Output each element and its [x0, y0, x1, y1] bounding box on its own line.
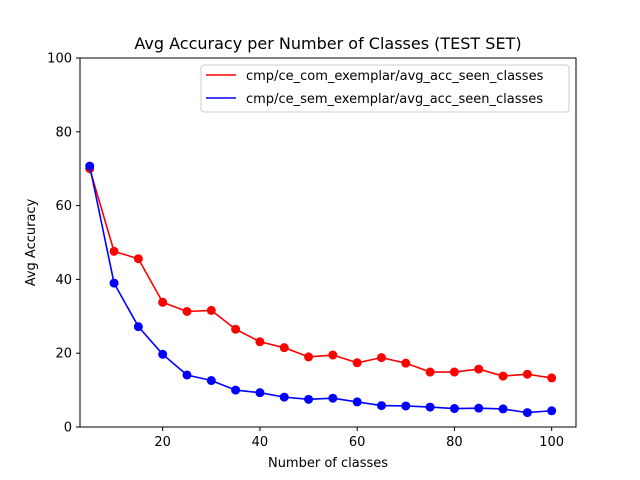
data-point: [376, 401, 386, 411]
data-point: [352, 358, 362, 368]
y-axis-label: Avg Accuracy: [24, 198, 39, 286]
data-point: [158, 349, 168, 359]
data-point: [498, 404, 508, 414]
data-point: [547, 406, 557, 416]
x-tick-label: 100: [539, 435, 564, 450]
data-point: [328, 350, 338, 360]
data-point: [109, 278, 119, 288]
y-axis: 0 20 40 60 80 100: [47, 52, 80, 436]
data-point: [231, 324, 241, 334]
data-point: [255, 388, 265, 398]
chart-title: Avg Accuracy per Number of Classes (TEST…: [134, 34, 521, 53]
data-point: [425, 367, 435, 377]
data-point: [279, 392, 289, 402]
plot-area: [80, 58, 576, 427]
data-point: [449, 404, 459, 414]
y-tick-label: 80: [55, 125, 72, 140]
series-layer: [85, 161, 557, 418]
y-tick-label: 40: [55, 273, 72, 288]
data-point: [474, 364, 484, 374]
data-point: [109, 246, 119, 256]
data-point: [85, 161, 95, 171]
data-point: [401, 401, 411, 411]
legend: cmp/ce_com_exemplar/avg_acc_seen_classes…: [200, 64, 570, 113]
y-tick-label: 60: [55, 199, 72, 214]
data-point: [279, 343, 289, 353]
y-tick-label: 0: [64, 421, 72, 436]
data-point: [182, 370, 192, 380]
series-2: [85, 161, 557, 418]
x-tick-label: 40: [252, 435, 269, 450]
data-point: [158, 297, 168, 307]
x-axis: 20 40 60 80 100: [154, 427, 564, 450]
data-point: [133, 254, 143, 264]
plot-frame: [79, 57, 577, 428]
data-point: [231, 385, 241, 395]
data-point: [304, 394, 314, 404]
data-point: [498, 371, 508, 381]
data-point: [449, 367, 459, 377]
legend-label-series-1: cmp/ce_com_exemplar/avg_acc_seen_classes: [246, 69, 544, 84]
x-tick-label: 80: [446, 435, 463, 450]
data-point: [206, 305, 216, 315]
data-point: [206, 376, 216, 386]
data-point: [522, 369, 532, 379]
data-point: [304, 352, 314, 362]
data-point: [328, 393, 338, 403]
data-point: [133, 322, 143, 332]
data-point: [474, 403, 484, 413]
legend-label-series-2: cmp/ce_sem_exemplar/avg_acc_seen_classes: [246, 92, 543, 107]
data-point: [425, 402, 435, 412]
data-point: [547, 373, 557, 383]
data-point: [401, 358, 411, 368]
y-tick-label: 100: [47, 52, 72, 67]
data-point: [522, 408, 532, 418]
x-tick-label: 20: [154, 435, 171, 450]
legend-box: [200, 64, 570, 113]
data-point: [182, 307, 192, 317]
data-point: [376, 353, 386, 363]
data-point: [255, 337, 265, 347]
x-axis-label: Number of classes: [268, 456, 388, 471]
y-tick-label: 20: [55, 347, 72, 362]
x-tick-label: 60: [349, 435, 366, 450]
data-point: [352, 397, 362, 407]
